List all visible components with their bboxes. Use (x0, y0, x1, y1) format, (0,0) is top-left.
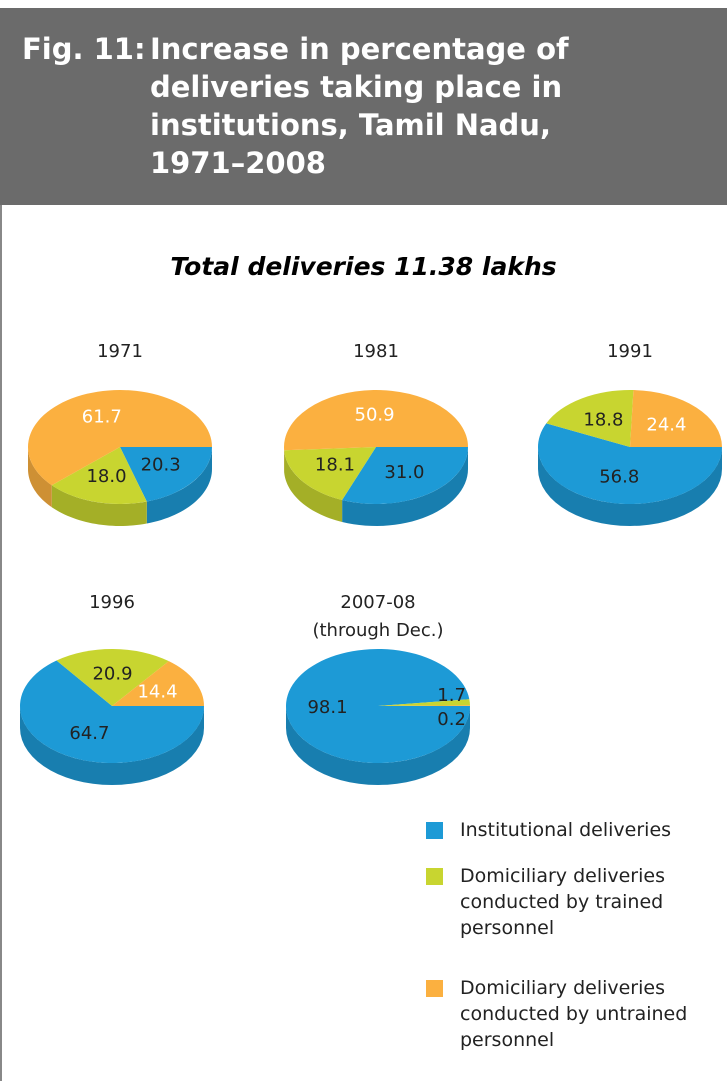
pie-slice (630, 390, 722, 447)
value-label: 31.0 (384, 462, 424, 483)
pie-side (538, 447, 722, 526)
pie-title: 2007-08 (340, 592, 415, 613)
pie-side (284, 450, 343, 522)
legend-label: Institutional deliveries (460, 819, 672, 841)
pie-side (342, 447, 468, 526)
value-label: 98.1 (307, 697, 347, 718)
pie-title: 1971 (97, 341, 143, 362)
pie-side (20, 706, 204, 785)
value-label: 20.3 (141, 455, 181, 476)
value-label: 18.1 (315, 454, 355, 475)
value-label: 64.7 (69, 723, 109, 744)
pie-slice (28, 389, 213, 486)
value-label: 56.8 (599, 467, 639, 488)
pie-slice (112, 661, 204, 706)
legend-label: Domiciliary deliveries conducted by trai… (460, 865, 665, 939)
pie-title: 1981 (353, 341, 399, 362)
value-label: 20.9 (92, 664, 132, 685)
legend-swatch (426, 822, 443, 839)
title: Increase in percentage of deliveries tak… (150, 32, 569, 180)
pie-slice (378, 705, 470, 706)
legend-swatch (426, 980, 443, 997)
legend-swatch (426, 868, 443, 885)
pie-side (51, 485, 147, 526)
pie-slice (51, 447, 147, 505)
pie-slice (546, 390, 634, 447)
value-label: 50.9 (355, 405, 395, 426)
pie-slice (378, 699, 470, 706)
pie-side (28, 447, 52, 508)
pie-side (286, 706, 470, 785)
figure-label: Fig. 11: (22, 32, 146, 66)
pie-slice (284, 389, 468, 451)
value-label: 0.2 (437, 709, 466, 730)
pie-slice (342, 447, 468, 504)
value-label: 18.8 (583, 409, 623, 430)
value-label: 24.4 (646, 414, 686, 435)
value-label: 18.0 (86, 466, 126, 487)
header: Fig. 11: Increase in percentage of deliv… (0, 8, 727, 205)
pie-side (146, 447, 212, 524)
value-label: 14.4 (137, 681, 177, 702)
pie-title: 1991 (607, 341, 653, 362)
pie-slice (284, 447, 376, 500)
pie-slice (56, 649, 169, 706)
pie-slice (19, 660, 205, 763)
pie-subtitle: (through Dec.) (312, 620, 443, 641)
pie-slice (120, 447, 212, 502)
pie-slice (537, 423, 722, 504)
pie-title: 1996 (89, 592, 135, 613)
value-label: 1.7 (437, 685, 466, 706)
border (0, 205, 2, 1081)
legend-label: Domiciliary deliveries conducted by untr… (460, 977, 688, 1051)
value-label: 61.7 (82, 407, 122, 428)
subtitle: Total deliveries 11.38 lakhs (170, 252, 557, 281)
